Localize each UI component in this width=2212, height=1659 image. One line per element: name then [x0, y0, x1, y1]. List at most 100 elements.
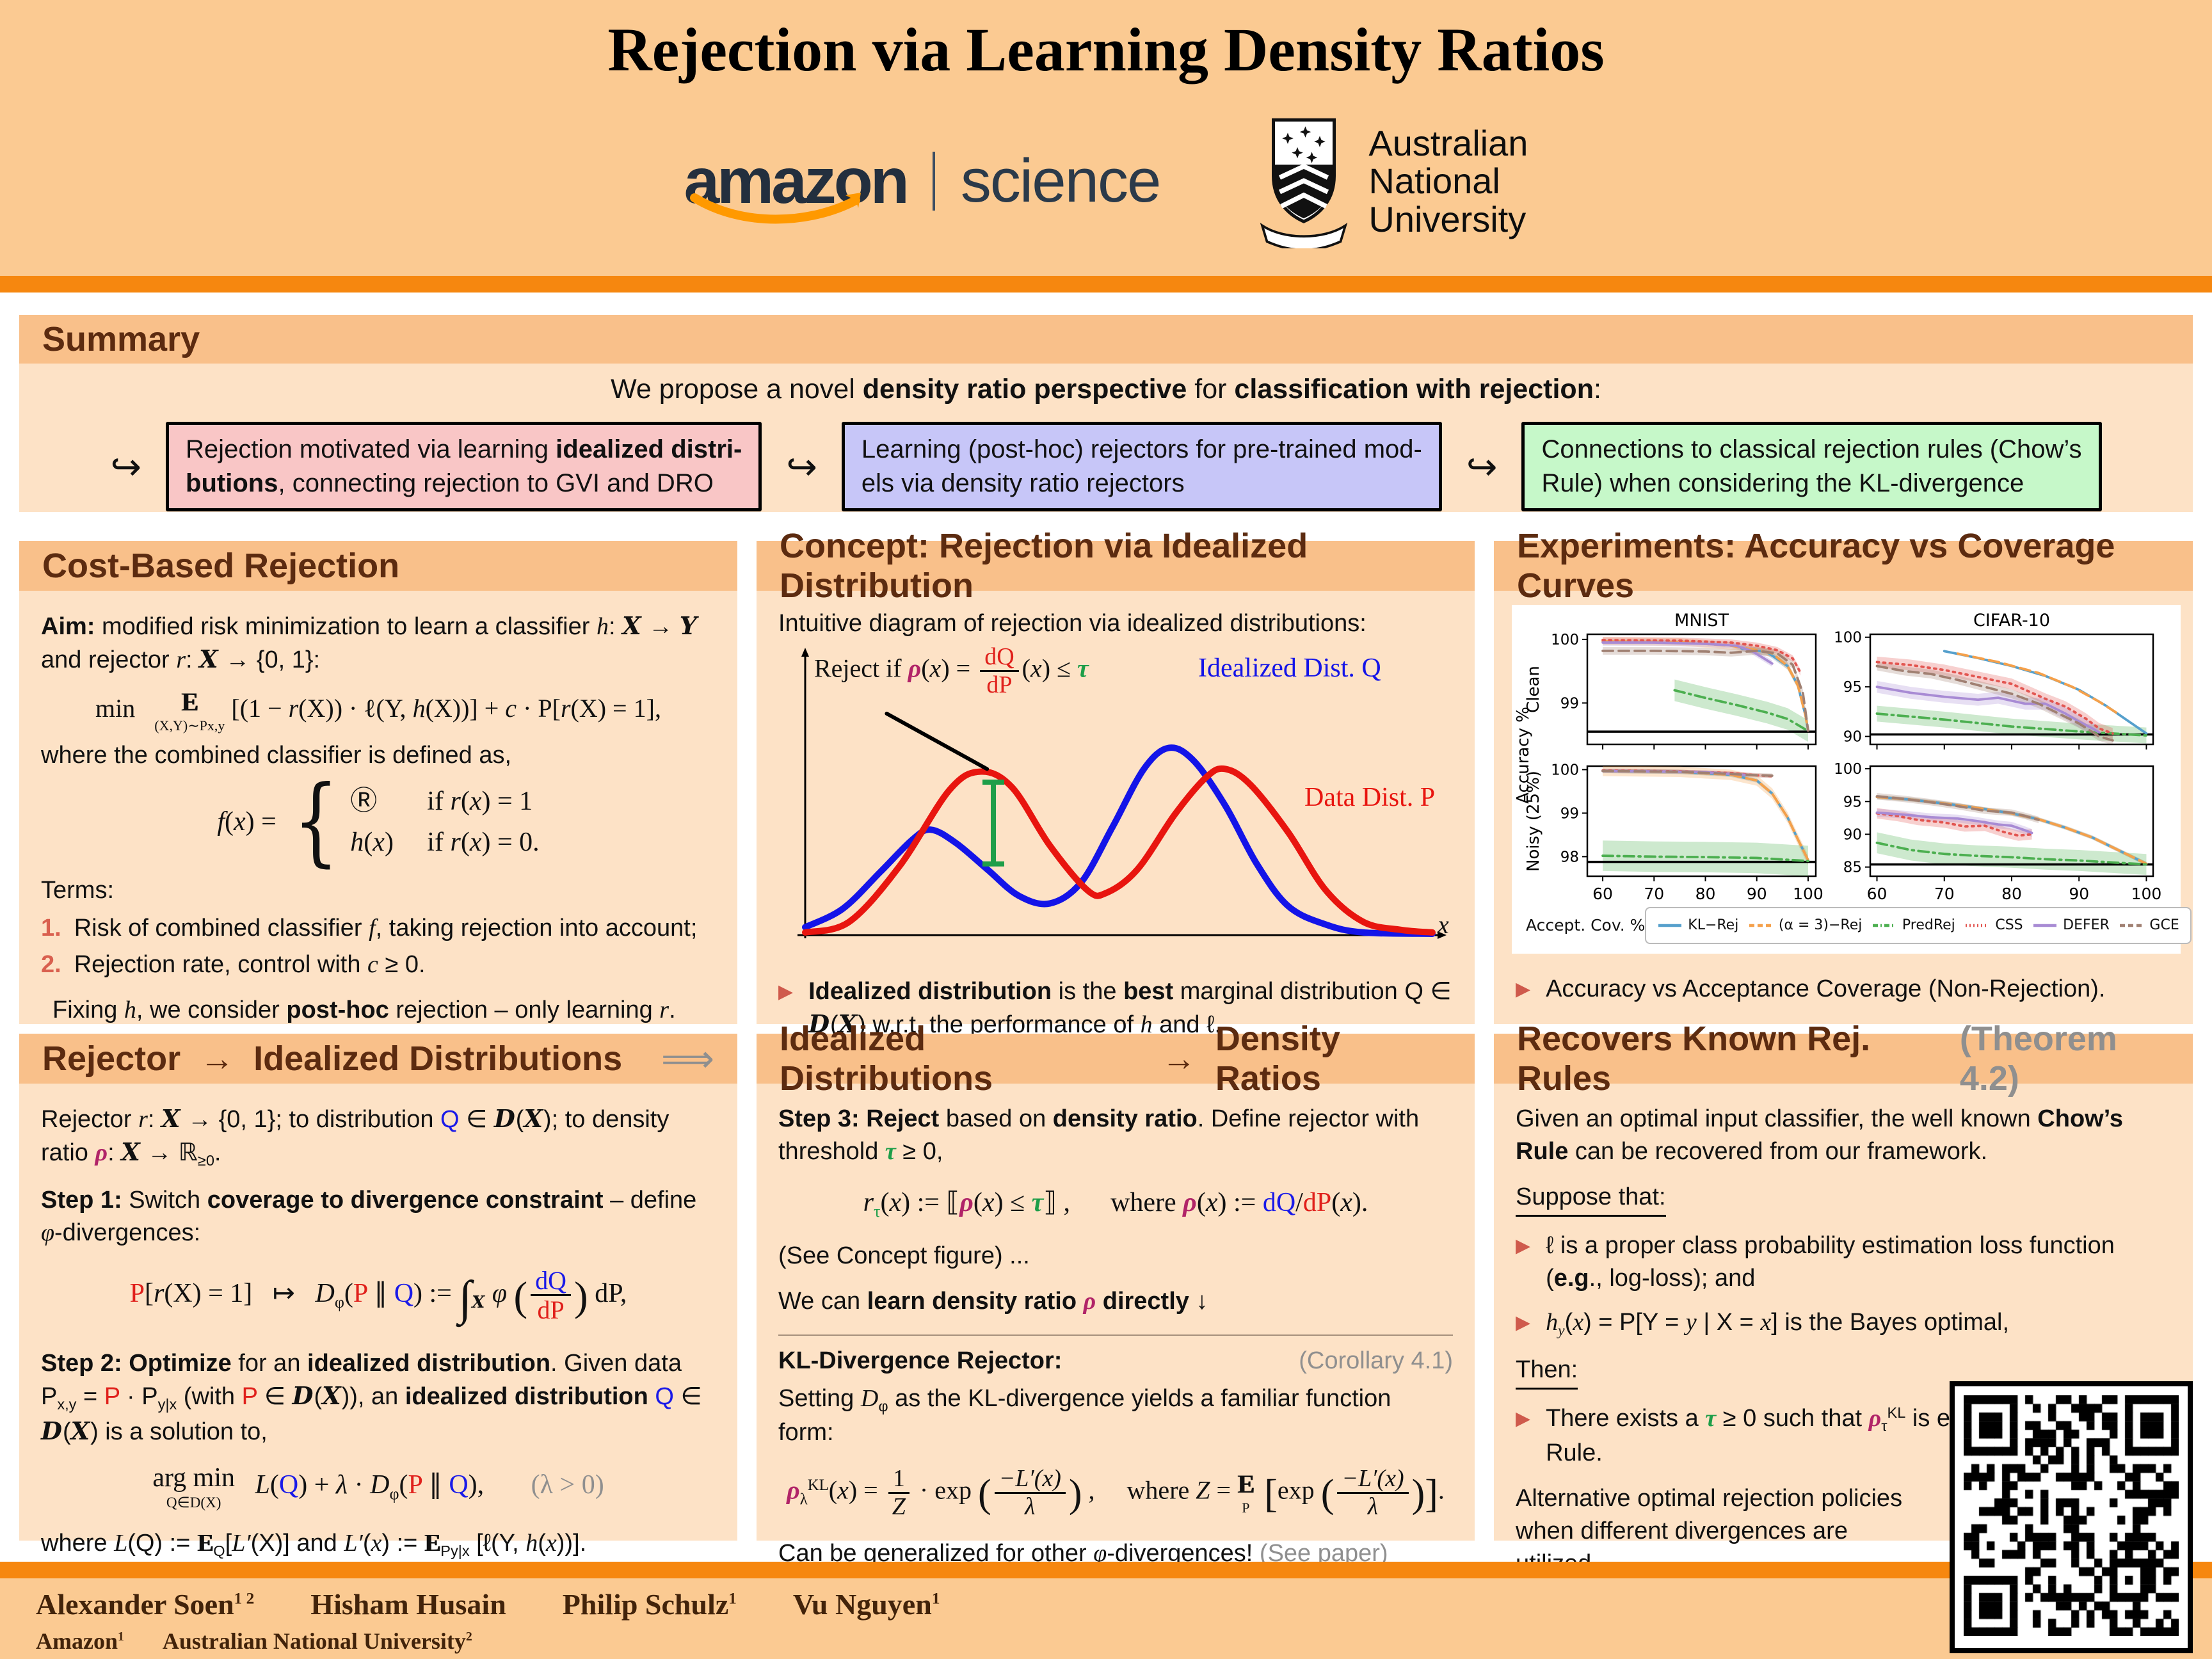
panel-recovers-header: Recovers Known Rej. Rules (Theorem 4.2)	[1494, 1020, 2193, 1098]
summary-section: Summary We propose a novel density ratio…	[19, 315, 2193, 512]
anu-line3: University	[1368, 198, 1527, 239]
summary-box-classical: Connections to classical rejection rules…	[1521, 422, 2102, 511]
density-step3: Step 3: Reject based on density ratio. D…	[778, 1105, 1420, 1165]
experiments-figure: 99 100 MNIST Clean 90 95 100 CIFAR-10 98 99 100 60 7…	[1512, 605, 2192, 954]
panel-concept-header: Concept: Rejection via Idealized Distrib…	[757, 527, 1475, 605]
svg-text:100: 100	[1793, 885, 1823, 903]
svg-text:80: 80	[1695, 885, 1716, 903]
data-dist-label: Data Dist. P	[1304, 782, 1436, 812]
svg-text:CIFAR-10: CIFAR-10	[1973, 611, 2050, 630]
panel-recovers-rules: Recovers Known Rej. Rules (Theorem 4.2) …	[1494, 1020, 2193, 1577]
author: Philip Schulz1	[562, 1588, 737, 1621]
logo-divider	[932, 152, 935, 211]
svg-text:95: 95	[1843, 679, 1862, 696]
summary-box-posthoc: Learning (post-hoc) rejectors for pre-tr…	[841, 422, 1442, 511]
panel-rejector-idealized: Rejector → Idealized Distributions ⟹ Rej…	[19, 1034, 737, 1559]
concept-figure: Reject if ρ(x) = dQ dP (x) ≤ τ Idealized D…	[778, 643, 1453, 964]
summary-boxes: ↪ Rejection motivated via learning ideal…	[19, 422, 2193, 511]
x-axis-label: x	[1438, 910, 1449, 939]
legend-item: PredRej	[1872, 917, 1955, 934]
svg-text:90: 90	[2069, 885, 2089, 903]
panel-concept-title: Concept: Rejection via Idealized Distrib…	[780, 527, 1308, 605]
svg-text:MNIST: MNIST	[1674, 611, 1729, 630]
svg-text:80: 80	[2001, 885, 2022, 903]
coverage-axis-label: Accept. Cov. %	[1526, 916, 1646, 934]
author: Hisham Husain	[310, 1588, 506, 1621]
kl-heading-row: KL-Divergence Rejector: (Corollary 4.1)	[778, 1345, 1453, 1377]
bullet-icon: ▶	[1516, 1408, 1531, 1430]
svg-text:60: 60	[1867, 885, 1887, 903]
arrow-right-icon: →	[1161, 1039, 1196, 1078]
footer: Alexander Soen1 2 Hisham Husain Philip S…	[0, 1578, 2212, 1659]
poster-title: Rejection via Learning Density Ratios	[607, 15, 1605, 84]
author: Vu Nguyen1	[792, 1588, 940, 1621]
summary-box-idealized: Rejection motivated via learning idealiz…	[166, 422, 762, 511]
concept-bullet: ▶ Idealized distribution is the best mar…	[778, 975, 1453, 1041]
svg-text:85: 85	[1843, 860, 1862, 876]
summary-box3-line2: Rule) when considering the KL-divergence	[1541, 469, 2024, 497]
summary-box1-line2: butions, connecting rejection to GVI and…	[186, 469, 714, 497]
science-text: science	[960, 147, 1161, 215]
svg-text:99: 99	[1560, 695, 1579, 712]
cost-fixing: Fixing h, we consider post-hoc rejection…	[52, 996, 676, 1023]
logo-row: amazon science	[0, 114, 2212, 248]
panel-density-header: Idealized Distributions → Density Ratios	[757, 1020, 1475, 1098]
affiliation: Amazon1	[36, 1628, 124, 1654]
svg-text:70: 70	[1934, 885, 1955, 903]
term-item-1: 1. Risk of combined classifier f, taking…	[41, 915, 698, 942]
rejector-p1: Rejector r: X → {0, 1}; to distribution …	[41, 1104, 669, 1169]
panel-cost-title: Cost-Based Rejection	[42, 547, 400, 585]
svg-text:90: 90	[1747, 885, 1767, 903]
svg-text:100: 100	[1551, 762, 1579, 778]
argmin-formula: arg min Q∈D(X) L(Q) + λ · Dφ(P ∥ Q), (λ >…	[152, 1463, 604, 1511]
implies-icon: ⟹	[661, 1038, 714, 1080]
cost-terms-label: Terms:	[41, 877, 114, 904]
panel-experiments-header: Experiments: Accuracy vs Coverage Curves	[1494, 527, 2193, 605]
svg-text:98: 98	[1560, 849, 1579, 865]
cases-brace: {	[293, 765, 339, 878]
legend-item: DEFER	[2033, 917, 2110, 934]
svg-text:Accuracy %: Accuracy %	[1514, 707, 1533, 804]
cost-where: where the combined classifier is defined…	[41, 741, 512, 769]
section-divider	[778, 1334, 1453, 1336]
panel-density-ratios: Idealized Distributions → Density Ratios…	[757, 1020, 1475, 1567]
summary-intro: We propose a novel density ratio perspec…	[611, 374, 1601, 405]
anu-line1: Australian	[1368, 122, 1528, 163]
qr-code-canvas	[1964, 1395, 2179, 1636]
svg-text:100: 100	[1834, 761, 1862, 778]
bullet-icon: ▶	[778, 981, 794, 1002]
qr-code	[1950, 1381, 2193, 1653]
panel-cost-body: Aim: modified risk minimization to learn…	[19, 591, 737, 1054]
author-list: Alexander Soen1 2 Hisham Husain Philip S…	[36, 1587, 2212, 1621]
svg-text:Noisy (25%): Noisy (25%)	[1524, 771, 1543, 872]
idealized-dist-label: Idealized Dist. Q	[1198, 653, 1381, 683]
summary-box3-line1: Connections to classical rejection rules…	[1541, 435, 2082, 463]
plot-legend: KL−Rej (α = 3)−Rej PredRej CSS DEFER GCE	[1645, 907, 2192, 944]
rejector-threshold-formula: rτ(x) := ⟦ρ(x) ≤ τ⟧ , where ρ(x) := dQ/d…	[863, 1187, 1368, 1221]
author: Alexander Soen1 2	[36, 1588, 255, 1621]
recovers-p1: Given an optimal input classifier, the w…	[1516, 1105, 2124, 1165]
hook-arrow-icon: ↪	[110, 445, 142, 488]
bullet-icon: ▶	[1516, 1235, 1531, 1256]
rejector-where: where L(Q) := EQ[L′(X)] and L′(x) := EPy…	[41, 1529, 587, 1559]
rejector-title-left: Rejector	[42, 1039, 181, 1078]
term-item-2: 2. Rejection rate, control with c ≥ 0.	[41, 951, 426, 979]
then-heading: Then:	[1516, 1354, 2171, 1390]
case-reject: Ⓡ if r(x) = 1	[350, 786, 533, 816]
amazon-smile-icon	[689, 193, 861, 224]
summary-box2-line1: Learning (post-hoc) rejectors for pre-tr…	[861, 435, 1422, 463]
panel-recovers-body: Given an optimal input classifier, the w…	[1494, 1084, 2193, 1607]
bullet-icon: ▶	[1516, 979, 1531, 1000]
svg-text:100: 100	[2131, 885, 2162, 903]
panel-experiments-body: 99 100 MNIST Clean 90 95 100 CIFAR-10 98 99 100 60 7…	[1494, 591, 2193, 1031]
phi-divergence-formula: P[r(X) = 1] ↦ Dφ(P ∥ Q) := ∫X φ (dQ dP) d…	[129, 1266, 627, 1325]
anu-wordmark: Australian National University	[1368, 124, 1528, 238]
recovers-title: Recovers Known Rej. Rules	[1517, 1020, 1871, 1098]
accuracy-coverage-plots: 99 100 MNIST Clean 90 95 100 CIFAR-10 98 99 100 60 7…	[1514, 611, 2162, 903]
cases-lhs: f(x) =	[217, 806, 276, 837]
affiliation-list: Amazon1 Australian National University2	[36, 1628, 2212, 1655]
amazon-science-logo: amazon science	[684, 147, 1161, 224]
concept-intro: Intuitive diagram of rejection via ideal…	[778, 610, 1366, 637]
kl-rejector-heading: KL-Divergence Rejector:	[778, 1347, 1062, 1374]
kl-setting-text: Setting Dφ as the KL-divergence yields a…	[778, 1384, 1391, 1447]
